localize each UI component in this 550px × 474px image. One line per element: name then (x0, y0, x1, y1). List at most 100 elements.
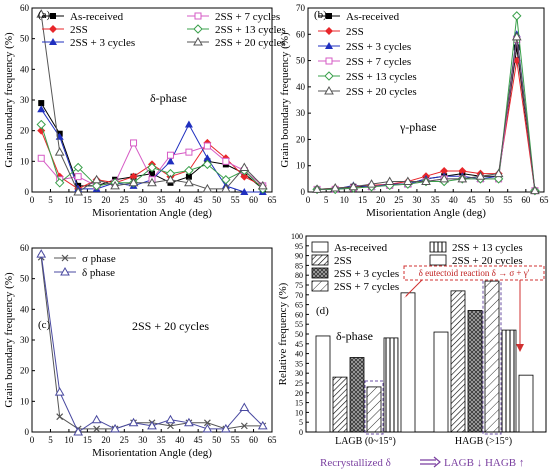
x-tick-label: 40 (449, 195, 459, 205)
x-tick-label: 60 (521, 195, 531, 205)
data-point (56, 413, 64, 421)
note-lagb-hagb: LAGB ↓ HAGB ↑ (444, 457, 524, 469)
data-point (36, 9, 47, 18)
highlight-box (482, 274, 502, 435)
y-tick-label: 0 (301, 187, 306, 197)
y-tick-label: 20 (296, 134, 306, 144)
highlight-box (364, 380, 384, 435)
legend-entry: 2SS + 7 cycles (318, 56, 411, 68)
y-axis-label: Relative frequency (%) (277, 282, 289, 385)
arrow-head (516, 344, 524, 352)
bar (315, 335, 331, 433)
legend-label: 2SS + 7 cycles (334, 281, 399, 293)
legend-marker (325, 57, 333, 65)
data-point (185, 148, 193, 156)
data-point (348, 181, 359, 191)
data-point (240, 422, 248, 430)
data-point (37, 105, 46, 113)
x-tick-label: 30 (138, 435, 148, 445)
x-tick-label: 20 (376, 195, 386, 205)
x-tick-label: 20 (101, 435, 111, 445)
series-0 (37, 253, 267, 433)
panel-label-c: (c) (38, 319, 51, 331)
reaction-box (403, 265, 545, 281)
x-tick-label: 10 (64, 195, 74, 205)
x-tick-label: 40 (175, 195, 185, 205)
bar (332, 376, 348, 433)
data-point (203, 154, 212, 162)
bar (433, 331, 449, 433)
legend-entry: 2SS + 20 cycles (187, 36, 286, 49)
x-tick-label: 35 (157, 195, 167, 205)
y-tick-label: 60 (296, 29, 306, 39)
legend-entry: δ phase (54, 266, 115, 279)
legend-label: 2SS + 3 cycles (70, 37, 135, 49)
data-point (38, 100, 45, 107)
data-point (110, 180, 120, 190)
x-tick-label: 0 (30, 435, 35, 445)
data-point (222, 157, 230, 165)
legend-entry: 2SS + 13 cycles (187, 24, 286, 36)
data-point (184, 165, 194, 176)
data-point (493, 168, 504, 178)
data-point (166, 157, 175, 165)
data-point (130, 139, 138, 147)
data-point (184, 177, 194, 187)
y-tick-label: 40 (20, 304, 30, 314)
plot-frame (31, 247, 273, 433)
data-point (220, 183, 231, 193)
panel-label-b: (b) (314, 9, 327, 21)
data-point (240, 188, 249, 195)
legend-marker (325, 42, 333, 49)
legend-marker (49, 25, 57, 33)
chart-panel-b: 0 5 10 15 20 25 30 35 40 45 50 55 60 65 0 10 20 30 40 50 60 7… (279, 3, 549, 219)
data-point (167, 422, 174, 430)
annotation-delta-phase: δ-phase (150, 91, 187, 105)
y-tick-label: 90 (295, 252, 303, 261)
data-point (128, 177, 139, 187)
legend-swatch (311, 241, 329, 253)
plot-frame (307, 7, 545, 193)
data-point (513, 44, 520, 51)
legend-marker (50, 13, 56, 19)
legend-marker (49, 38, 57, 45)
legend-entry: 2SS + 3 cycles (318, 41, 411, 53)
legend-entry: 2SS + 20 cycles (318, 85, 417, 98)
data-point (128, 417, 139, 427)
panel-label-a: (a) (38, 9, 51, 21)
y-tick-label: 70 (295, 291, 303, 300)
legend-label: 2SS + 20 cycles (215, 37, 286, 49)
x-tick-label: 55 (231, 195, 241, 205)
legend-entry: As-received (318, 11, 400, 23)
data-point (312, 184, 322, 193)
data-point (91, 181, 102, 191)
legend-marker (61, 254, 69, 262)
y-tick-label: 35 (295, 359, 303, 368)
legend-label: σ phase (82, 253, 116, 265)
category-label: LAGB (0~15°) (335, 436, 396, 447)
y-tick-label: 40 (295, 350, 303, 359)
y-tick-label: 10 (20, 396, 30, 406)
y-tick-label: 20 (20, 126, 30, 136)
data-point (203, 142, 211, 150)
legend-marker (326, 13, 332, 19)
chart-panel-c: 0 5 10 15 20 25 30 35 40 45 50 55 60 65 0 10 20 30 40 50 60 M… (3, 243, 277, 459)
legend-label: 2SS + 13 cycles (452, 242, 523, 254)
y-tick-label: 65 (295, 301, 303, 310)
x-tick-label: 60 (249, 195, 259, 205)
legend-swatch (311, 267, 329, 279)
x-tick-label: 25 (120, 195, 130, 205)
bar (366, 386, 382, 433)
data-point (202, 159, 213, 170)
data-point (37, 154, 45, 162)
y-tick-label: 0 (299, 428, 303, 437)
bar (450, 290, 466, 433)
legend-label: As-received (334, 242, 388, 254)
data-point (93, 425, 101, 433)
bar (467, 310, 483, 433)
legend-label: 2SS (70, 24, 88, 36)
data-point (458, 166, 467, 175)
y-tick-label: 75 (295, 281, 303, 290)
legend-label: As-received (70, 11, 124, 23)
legend-marker (325, 27, 333, 35)
